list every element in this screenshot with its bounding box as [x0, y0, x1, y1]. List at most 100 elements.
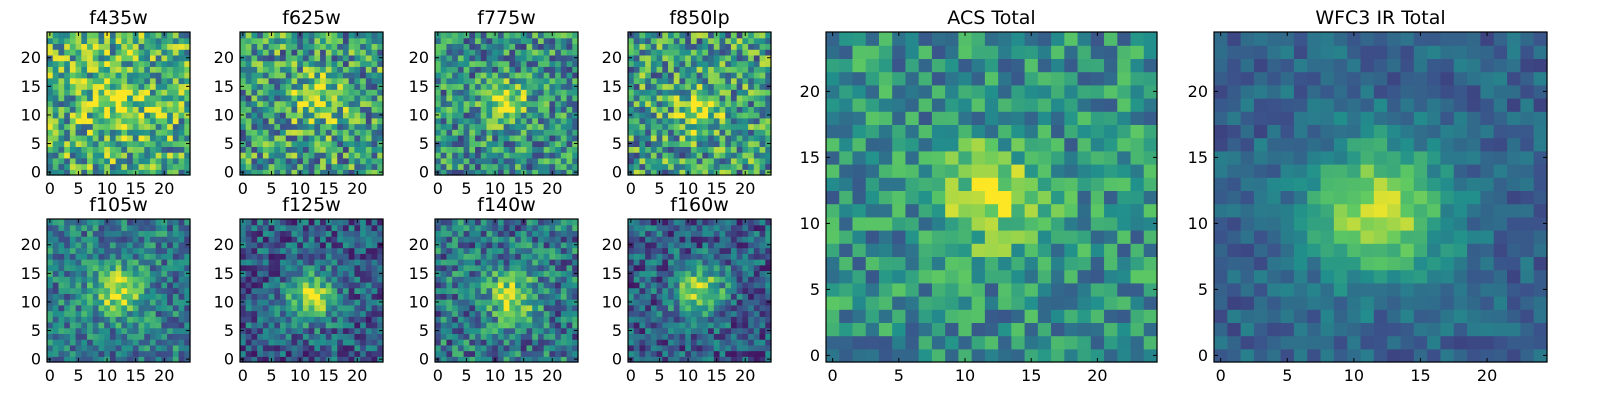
heatmap-cell	[480, 241, 488, 249]
heatmap-cell	[285, 169, 293, 176]
heatmap-cell	[87, 106, 94, 113]
heatmap-cell	[172, 112, 180, 119]
heatmap-cell	[240, 60, 247, 67]
heatmap-cell	[492, 83, 499, 90]
heatmap-cell	[526, 230, 533, 237]
heatmap-cell	[639, 32, 646, 39]
heatmap-cell	[555, 54, 562, 62]
heatmap-cell	[337, 281, 344, 289]
heatmap-cell	[132, 253, 140, 260]
heatmap-cell	[639, 333, 646, 340]
heatmap-cell	[320, 157, 327, 165]
heatmap-cell	[331, 32, 338, 39]
heatmap-cell	[543, 117, 550, 125]
heatmap-cell	[58, 66, 65, 73]
heatmap-cell	[348, 72, 355, 79]
heatmap-cell	[702, 32, 709, 39]
heatmap-cell	[262, 129, 270, 136]
heatmap-cell	[572, 276, 579, 283]
heatmap-cell	[708, 140, 715, 147]
heatmap-cell	[127, 163, 134, 170]
heatmap-cell	[240, 134, 247, 142]
heatmap-cell	[572, 310, 579, 317]
heatmap-cell	[98, 219, 105, 226]
heatmap-cell	[730, 106, 738, 113]
heatmap-cell	[348, 219, 355, 226]
heatmap-cell	[365, 304, 373, 312]
heatmap-cell	[549, 77, 556, 85]
heatmap-cell	[348, 236, 355, 243]
heatmap-cell	[543, 60, 550, 67]
heatmap-cell	[302, 43, 310, 50]
heatmap-cell	[645, 140, 652, 147]
heatmap-cell	[280, 270, 287, 277]
heatmap-cell	[633, 333, 641, 340]
heatmap-cell	[543, 321, 550, 329]
heatmap-cell	[371, 230, 378, 237]
heatmap-cell	[435, 344, 442, 352]
heatmap-cell	[765, 152, 772, 159]
heatmap-cell	[662, 350, 669, 357]
heatmap-cell	[167, 123, 174, 130]
heatmap-cell	[257, 54, 264, 62]
heatmap-cell	[331, 344, 338, 352]
heatmap-cell	[245, 89, 253, 96]
heatmap-cell	[75, 146, 82, 153]
heatmap-cell	[331, 333, 338, 340]
heatmap-cell	[730, 316, 738, 323]
heatmap-cell	[509, 106, 516, 113]
heatmap-cell	[47, 106, 54, 113]
heatmap-cell	[167, 66, 174, 73]
heatmap-cell	[696, 293, 703, 300]
heatmap-cell	[155, 293, 162, 300]
heatmap-cell	[92, 117, 100, 125]
heatmap-cell	[633, 140, 641, 147]
heatmap-cell	[475, 241, 482, 249]
heatmap-cell	[753, 327, 761, 334]
heatmap-cell	[639, 327, 646, 334]
heatmap-cell	[144, 72, 151, 79]
heatmap-cell	[251, 32, 258, 39]
heatmap-cell	[532, 333, 539, 340]
heatmap-cell	[115, 43, 122, 50]
heatmap-cell	[172, 129, 180, 136]
heatmap-cell	[628, 316, 635, 323]
heatmap-cell	[121, 43, 128, 50]
heatmap-cell	[308, 83, 315, 90]
heatmap-cell	[280, 310, 287, 317]
heatmap-cell	[515, 163, 522, 170]
heatmap-cell	[503, 169, 510, 176]
heatmap-cell	[342, 152, 350, 159]
heatmap-cell	[543, 281, 550, 289]
heatmap-cell	[302, 123, 310, 130]
heatmap-cell	[144, 270, 151, 277]
heatmap-cell	[440, 247, 448, 254]
heatmap-cell	[127, 321, 134, 329]
heatmap-cell	[497, 94, 505, 102]
heatmap-cell	[47, 89, 54, 96]
heatmap-cell	[149, 134, 157, 142]
heatmap-cell	[138, 253, 145, 260]
heatmap-cell	[656, 276, 663, 283]
heatmap-cell	[325, 276, 333, 283]
heatmap-cell	[98, 304, 105, 312]
heatmap-cell	[127, 100, 134, 107]
heatmap-cell	[109, 224, 117, 232]
heatmap-cell	[314, 146, 321, 153]
heatmap-cell	[280, 333, 287, 340]
heatmap-cell	[549, 129, 556, 136]
heatmap-cell	[509, 356, 516, 363]
heatmap-cell	[155, 157, 162, 165]
heatmap-cell	[702, 146, 709, 153]
heatmap-cell	[257, 72, 264, 79]
heatmap-cell	[149, 32, 157, 39]
heatmap-cell	[497, 253, 505, 260]
heatmap-cell	[144, 356, 151, 363]
heatmap-cell	[702, 333, 709, 340]
heatmap-cell	[144, 327, 151, 334]
heatmap-cell	[440, 32, 448, 39]
heatmap-cell	[354, 49, 361, 56]
heatmap-cell	[497, 327, 505, 334]
heatmap-cell	[257, 304, 264, 312]
heatmap-cell	[178, 77, 185, 85]
